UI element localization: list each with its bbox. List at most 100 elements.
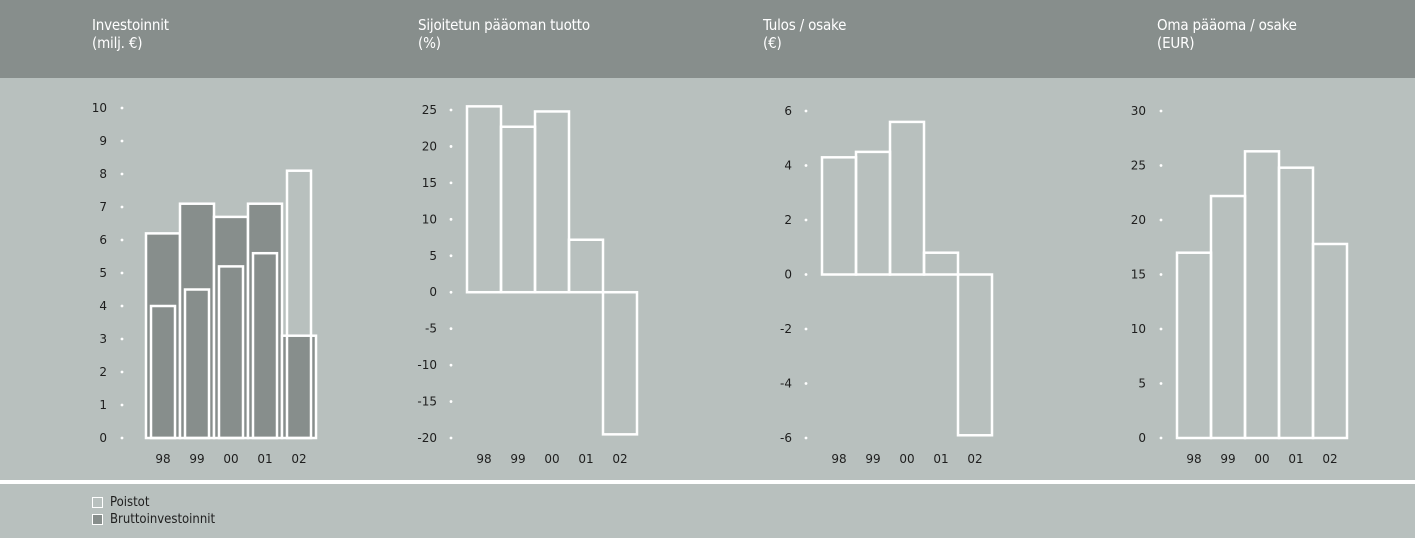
y-tick-dot [449,436,453,440]
y-tick-label: 5 [1138,377,1146,391]
y-tick-label: -6 [780,431,792,445]
y-tick-dot [1159,382,1163,385]
legend: Poistot Bruttoinvestoinnit [92,494,215,528]
legend-swatch-filled [92,514,103,525]
y-tick-label: 0 [429,285,437,299]
y-tick-dot [804,436,808,440]
legend-item-poistot: Poistot [92,494,215,511]
legend-divider [0,480,1415,484]
y-tick-label: 20 [1131,213,1146,227]
bar [567,238,605,294]
y-tick-label: 4 [99,299,107,313]
y-tick-label: 10 [92,101,107,115]
y-tick-dot [120,370,124,374]
y-tick-dot [120,172,124,176]
y-tick-label: 20 [422,139,437,153]
y-tick-label: 2 [784,213,792,227]
x-tick-label: 01 [1288,452,1303,466]
bar [465,105,503,294]
x-tick-label: 99 [189,452,204,466]
y-tick-label: 5 [429,249,437,263]
y-tick-label: -4 [780,377,792,391]
y-tick-dot [1159,109,1163,113]
y-tick-dot [449,217,453,221]
y-tick-label: -15 [417,395,437,409]
panel-title-line1: Sijoitetun pääoman tuotto [418,16,590,34]
bar [601,290,639,436]
panel-title-investoinnit: Investoinnit (milj. €) [92,16,169,52]
panel-title-sijoitetun-paaoman-tuotto: Sijoitetun pääoman tuotto (%) [418,16,590,52]
y-tick-label: -5 [425,322,437,336]
x-tick-label: 02 [291,452,306,466]
y-tick-label: 6 [99,233,107,247]
bar [888,120,926,276]
x-tick-label: 98 [476,452,491,466]
y-tick-label: 5 [99,266,107,280]
y-tick-dot [449,108,453,112]
y-tick-dot [120,271,124,275]
y-tick-dot [120,337,124,341]
x-tick-label: 99 [865,452,880,466]
x-tick-label: 98 [155,452,170,466]
bar [1277,166,1315,440]
y-tick-label: 9 [99,134,107,148]
panel-title-line2: (€) [763,34,782,52]
y-tick-dot [120,403,124,407]
y-tick-dot [1159,218,1163,222]
x-tick-label: 99 [1220,452,1235,466]
bar [1175,251,1213,440]
y-tick-dot [804,273,808,276]
bar [533,110,571,294]
y-tick-dot [449,145,453,148]
x-tick-label: 02 [1322,452,1337,466]
y-tick-label: 6 [784,104,792,118]
y-tick-dot [120,205,124,209]
y-tick-dot [120,304,124,308]
panel-title-line2: (milj. €) [92,34,143,52]
bar-poistot [285,169,313,440]
x-tick-label: 01 [578,452,593,466]
y-tick-label: 15 [422,176,437,190]
x-tick-label: 02 [967,452,982,466]
bar [1243,150,1281,440]
x-tick-label: 00 [223,452,238,466]
bar [1209,194,1247,440]
y-tick-dot [449,327,453,331]
x-tick-label: 01 [257,452,272,466]
x-tick-label: 99 [510,452,525,466]
y-tick-dot [1159,273,1163,276]
bar-poistot [183,288,211,440]
panel-title-line2: (%) [418,34,441,52]
y-tick-dot [449,181,453,185]
bar-poistot [217,265,245,440]
y-tick-label: -10 [417,358,437,372]
bar [499,125,537,294]
panel-title-oma-paaoma-osake: Oma pääoma / osake (EUR) [1157,16,1297,52]
bar-poistot [149,304,177,440]
y-tick-label: 0 [99,431,107,445]
y-tick-dot [804,327,808,331]
y-tick-dot [120,238,124,242]
y-tick-label: 25 [1131,159,1146,173]
y-tick-label: -2 [780,322,792,336]
y-tick-dot [804,164,808,167]
legend-label: Bruttoinvestoinnit [110,512,216,527]
y-tick-dot [449,400,453,403]
y-tick-label: -20 [417,431,437,445]
y-tick-label: 2 [99,365,107,379]
bar-poistot [251,251,279,440]
x-tick-label: 02 [612,452,627,466]
y-tick-dot [449,290,453,294]
y-tick-dot [120,106,124,110]
y-tick-dot [1159,164,1163,167]
y-tick-label: 1 [99,398,107,412]
bar [956,273,994,437]
panel-title-line1: Investoinnit [92,16,169,34]
y-tick-label: 0 [1138,431,1146,445]
x-tick-label: 98 [1186,452,1201,466]
legend-item-bruttoinvestoinnit: Bruttoinvestoinnit [92,511,215,528]
y-tick-label: 4 [784,159,792,173]
y-tick-dot [804,382,808,385]
y-tick-label: 3 [99,332,107,346]
